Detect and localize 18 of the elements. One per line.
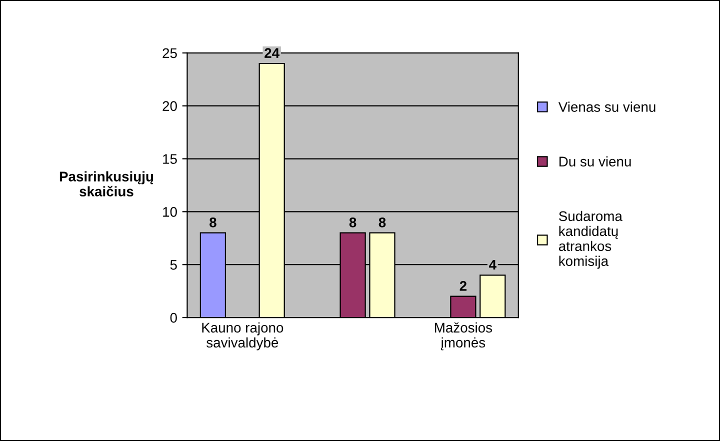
data-label: 2 <box>460 280 467 291</box>
data-label: 4 <box>488 260 496 270</box>
legend-label: Sudaroma kandidatų atrankos komisija <box>558 210 622 269</box>
y-tick-label: 15 <box>163 154 177 164</box>
y-tick-label: 10 <box>163 207 177 217</box>
y-tick-label: 25 <box>162 48 177 58</box>
data-label: 24 <box>264 48 280 58</box>
y-tick-label: 5 <box>170 260 177 270</box>
x-tick-label: Mažosios įmonės <box>435 322 492 350</box>
y-axis-title: Pasirinkusiųjų skaičius <box>60 171 154 196</box>
data-label: 8 <box>378 217 386 228</box>
legend-label: Du su vienu <box>559 156 631 166</box>
x-tick-label: Kauno rajono savivaldybė <box>202 322 284 350</box>
data-label: 8 <box>349 217 356 228</box>
data-label: 8 <box>210 217 216 228</box>
y-tick-label: 0 <box>170 312 177 323</box>
legend-label: Vienas su vienu <box>558 102 656 112</box>
y-tick-label: 20 <box>162 101 177 112</box>
